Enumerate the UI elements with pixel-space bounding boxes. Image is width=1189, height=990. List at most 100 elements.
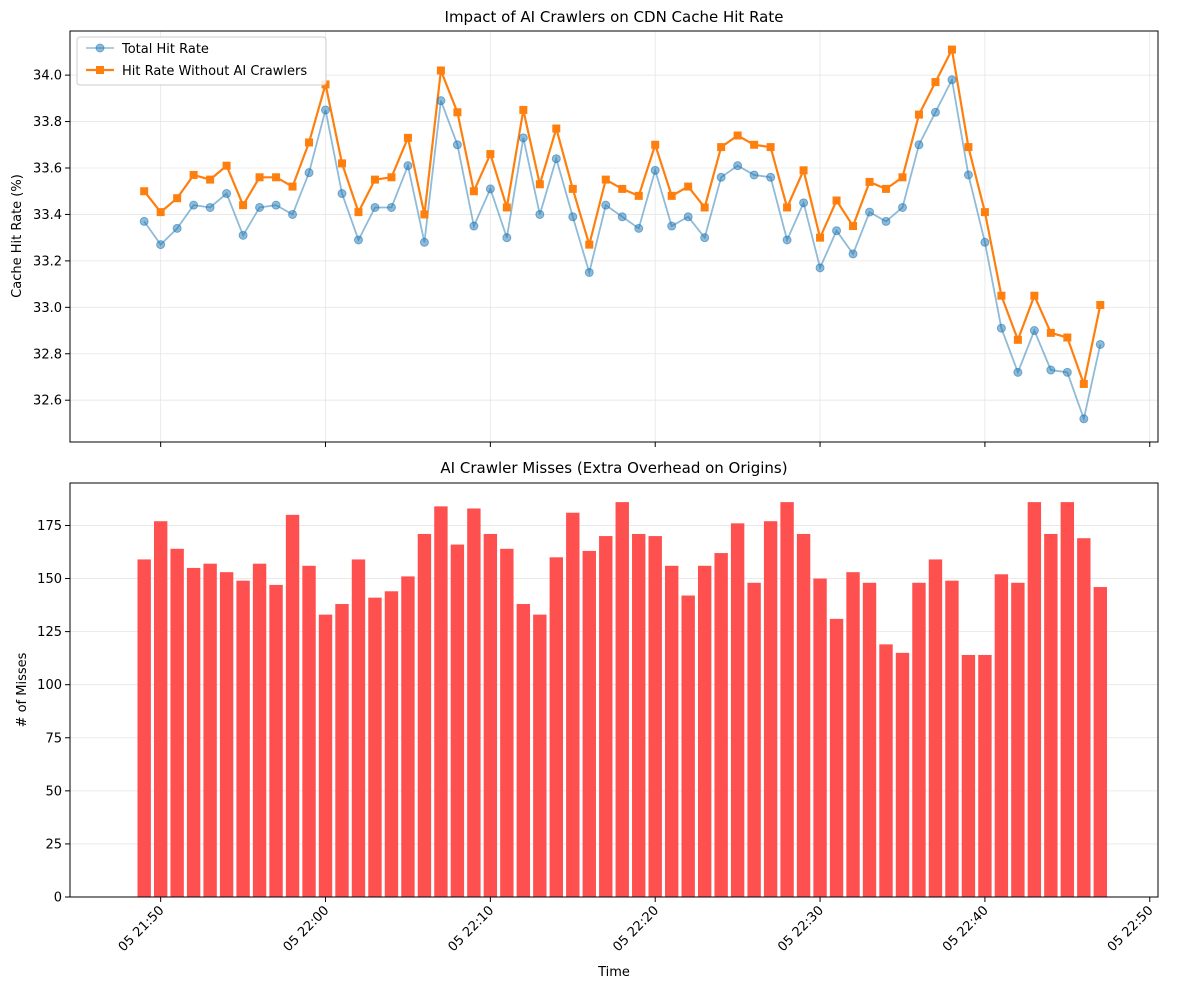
without-ai-hit-rate-point — [1030, 291, 1039, 300]
total-hit-rate-point — [386, 202, 396, 212]
legend-entry-total-hit-rate: Total Hit Rate — [86, 42, 209, 57]
top-ytick-label: 33.4 — [33, 208, 62, 223]
total-hit-rate-point — [601, 200, 611, 210]
without-ai-hit-rate-point — [189, 170, 198, 179]
without-ai-hit-rate-point — [173, 194, 182, 203]
bottom-ytick-label: 125 — [37, 625, 62, 640]
bottom-ytick-label: 50 — [45, 784, 62, 799]
without-ai-hit-rate-point — [667, 191, 676, 200]
miss-bar — [533, 614, 547, 897]
total-hit-rate-point — [1079, 414, 1089, 424]
miss-bar — [467, 508, 481, 897]
top-y-axis-label: Cache Hit Rate (%) — [10, 174, 25, 298]
without-ai-hit-rate-point — [601, 175, 610, 184]
miss-bar — [632, 533, 646, 897]
total-hit-rate-point — [353, 235, 363, 245]
miss-bar — [417, 533, 432, 897]
miss-bar — [269, 584, 283, 897]
miss-bar — [648, 536, 662, 897]
without-ai-hit-rate-point — [338, 159, 346, 168]
miss-bar — [335, 604, 349, 897]
without-ai-hit-rate-point — [1046, 328, 1055, 337]
total-hit-rate-point — [865, 207, 875, 217]
without-ai-hit-rate-point — [519, 105, 528, 114]
miss-bar — [1077, 538, 1091, 897]
top-ytick-label: 33.2 — [33, 254, 62, 269]
total-hit-rate-point — [568, 212, 578, 222]
miss-bar — [483, 533, 498, 897]
miss-bar — [549, 557, 564, 897]
total-hit-rate-point — [897, 202, 907, 212]
without-ai-hit-rate-point — [816, 233, 825, 242]
miss-bar — [203, 563, 217, 897]
total-hit-rate-point — [502, 233, 512, 243]
miss-bar — [763, 521, 778, 897]
without-ai-hit-rate-point — [717, 143, 726, 152]
without-ai-hit-rate-point — [1013, 335, 1022, 344]
without-ai-hit-rate-point — [486, 150, 495, 159]
without-ai-hit-rate-point — [206, 175, 215, 184]
total-hit-rate-point — [419, 237, 429, 247]
legend-label-without-ai: Hit Rate Without AI Crawlers — [122, 64, 307, 79]
miss-bar — [285, 514, 300, 897]
total-hit-rate-point — [156, 240, 166, 250]
miss-bar — [170, 548, 184, 897]
total-hit-rate-point — [321, 105, 331, 115]
total-hit-rate-point — [485, 184, 495, 194]
miss-bar — [434, 506, 448, 897]
x-axis-label: Time — [597, 965, 630, 980]
total-hit-rate-point — [881, 216, 891, 226]
bottom-gridlines — [70, 525, 1158, 898]
legend-entry-without-ai: Hit Rate Without AI Crawlers — [86, 64, 307, 79]
total-hit-rate-point — [535, 209, 545, 219]
miss-bar — [1093, 587, 1108, 897]
total-hit-rate-point — [370, 202, 380, 212]
without-ai-hit-rate-point — [1096, 301, 1105, 309]
miss-bar — [879, 644, 893, 897]
top-ytick-label: 33.6 — [33, 162, 62, 177]
top-ytick-label: 33.0 — [33, 301, 62, 316]
miss-bar — [928, 559, 943, 897]
without-ai-hit-rate-point — [865, 177, 874, 186]
total-hit-rate-point — [403, 161, 413, 171]
without-ai-hit-rate-point — [898, 173, 907, 182]
without-ai-hit-rate-point — [684, 182, 693, 191]
total-hit-rate-point — [172, 223, 182, 233]
miss-bar — [1044, 533, 1058, 897]
miss-bar — [318, 614, 333, 897]
top-x-ticks — [160, 442, 1151, 447]
without-ai-hit-rate-point — [288, 182, 297, 191]
miss-bar — [599, 536, 613, 897]
miss-bar — [401, 576, 415, 897]
total-hit-rate-point — [799, 198, 809, 208]
miss-bar — [137, 559, 151, 897]
miss-bar — [302, 565, 316, 897]
miss-bar — [615, 502, 629, 897]
without-ai-hit-rate-point — [272, 173, 281, 182]
miss-bar — [1027, 502, 1042, 897]
total-hit-rate-point — [288, 209, 298, 219]
without-ai-hit-rate-point — [882, 184, 890, 193]
without-ai-hit-rate-point — [305, 138, 314, 147]
without-ai-hit-rate-point — [651, 140, 660, 149]
total-hit-rate-point — [518, 133, 528, 143]
miss-bar — [664, 565, 679, 897]
top-axes-frame — [69, 30, 1159, 443]
miss-bar — [236, 580, 250, 897]
miss-bar — [252, 563, 267, 897]
without-ai-hit-rate-point — [931, 78, 940, 87]
legend-circle-marker — [95, 43, 105, 53]
legend-box — [76, 36, 327, 86]
miss-bar — [780, 502, 794, 897]
without-ai-hit-rate-point — [436, 66, 445, 75]
without-ai-hit-rate-point — [1063, 333, 1072, 342]
without-ai-hit-rate-point — [634, 191, 643, 200]
bottom-ytick-label: 150 — [37, 572, 62, 587]
total-hit-rate-point — [947, 75, 957, 85]
legend-square-marker — [96, 66, 104, 74]
total-hit-rate-point — [667, 221, 677, 231]
bottom-ytick-label: 100 — [37, 678, 62, 693]
total-hit-rate-point — [189, 200, 199, 210]
total-hit-rate-point — [1095, 339, 1105, 349]
total-hit-rate-point — [1013, 367, 1023, 377]
